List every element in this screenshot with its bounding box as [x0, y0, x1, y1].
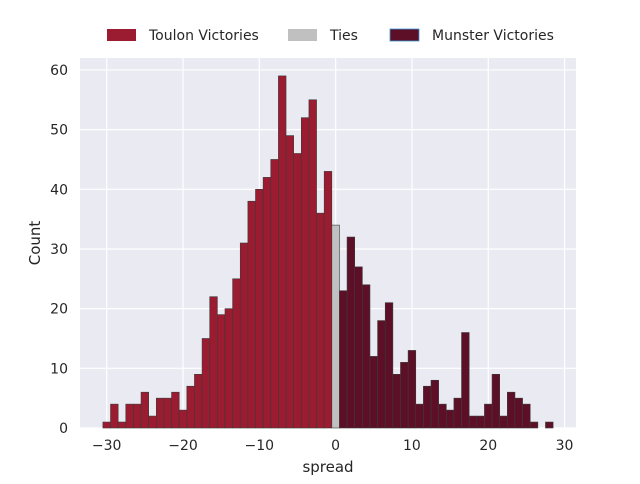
bar-series-0-x-29: [110, 403, 119, 429]
bar-series-0-x-25: [140, 391, 149, 429]
bar-series-0-x-18: [194, 373, 203, 429]
bar-series-0-x-8: [270, 159, 279, 429]
bar-series-2-x7: [384, 302, 394, 429]
bar-series-2-x18: [468, 415, 478, 429]
bar-series-2-x24: [514, 397, 523, 429]
y-tick-label: 50: [50, 123, 68, 139]
y-tick-label: 30: [50, 242, 68, 258]
bar-series-2-x13: [430, 379, 439, 429]
bar-series-2-x28: [545, 421, 554, 429]
y-tick-label: 60: [50, 63, 68, 79]
legend-swatch: [389, 28, 420, 42]
bar-series-0-x-14: [224, 308, 233, 429]
bar-series-0-x-5: [293, 153, 302, 429]
bar-series-2-x1: [339, 290, 348, 429]
legend-swatch: [288, 29, 317, 41]
bar-series-1-x0: [331, 224, 340, 429]
bar-series-0-x-10: [255, 188, 264, 429]
bar-series-2-x17: [461, 332, 470, 429]
x-tick-label: 0: [331, 438, 340, 454]
legend: Toulon Victories Ties Munster Victories: [107, 28, 554, 44]
bar-series-2-x15: [445, 409, 455, 429]
legend-label: Ties: [329, 28, 358, 44]
bars: [102, 75, 554, 429]
bar-series-2-x2: [346, 236, 356, 429]
bar-series-2-x25: [522, 403, 531, 429]
x-tick-label: 30: [556, 438, 574, 454]
bar-series-2-x12: [423, 385, 432, 429]
y-tick-label: 0: [59, 421, 68, 437]
bar-series-2-x4: [362, 284, 371, 429]
y-tick-label: 40: [50, 182, 68, 198]
bar-series-0-x-4: [300, 117, 310, 429]
bar-series-2-x21: [491, 373, 500, 429]
bar-series-0-x-26: [133, 403, 142, 429]
bar-series-2-x11: [415, 403, 424, 429]
bar-series-2-x20: [484, 403, 493, 429]
bar-series-2-x26: [529, 421, 539, 429]
bar-series-2-x9: [400, 362, 409, 429]
bar-series-0-x-22: [163, 397, 172, 429]
bar-series-2-x6: [377, 320, 386, 429]
bar-series-2-x3: [354, 266, 363, 429]
bar-series-0-x-17: [201, 338, 211, 429]
bar-series-0-x-20: [178, 409, 188, 429]
bar-series-0-x-19: [186, 385, 195, 429]
y-axis-label: Count: [26, 221, 44, 266]
x-tick-label: −20: [168, 438, 198, 454]
bar-series-0-x-27: [125, 403, 134, 429]
bar-series-2-x19: [476, 415, 485, 429]
x-axis-label: spread: [302, 458, 353, 476]
bar-series-2-x5: [369, 356, 378, 429]
bar-series-2-x23: [507, 391, 516, 429]
x-tick-label: 10: [403, 438, 421, 454]
legend-label: Munster Victories: [432, 28, 554, 44]
bar-series-2-x22: [499, 415, 508, 429]
bar-series-0-x-23: [156, 397, 165, 429]
y-axis-ticks: 0 10 20 30 40 50 60: [50, 63, 68, 437]
bar-series-0-x-21: [171, 391, 180, 429]
bar-series-0-x-11: [247, 200, 256, 429]
bar-series-0-x-30: [102, 421, 111, 429]
bar-series-0-x-28: [117, 421, 127, 429]
bar-series-2-x16: [453, 397, 462, 429]
bar-series-0-x-2: [316, 212, 325, 429]
bar-series-0-x-12: [239, 242, 249, 429]
x-tick-label: 20: [479, 438, 497, 454]
bar-series-0-x-6: [285, 135, 294, 429]
bar-series-0-x-7: [278, 75, 287, 429]
bar-series-0-x-3: [308, 99, 317, 429]
y-tick-label: 20: [50, 302, 68, 318]
bar-series-2-x10: [407, 350, 417, 429]
x-axis-ticks: −30 −20 −10 0 10 20 30: [92, 438, 574, 454]
legend-swatch: [107, 29, 136, 41]
x-tick-label: −30: [92, 438, 122, 454]
bar-series-0-x-13: [232, 278, 241, 429]
bar-series-2-x14: [438, 403, 447, 429]
y-tick-label: 10: [50, 361, 68, 377]
bar-series-0-x-24: [148, 415, 157, 429]
bar-series-0-x-9: [262, 177, 272, 429]
x-tick-label: −10: [245, 438, 275, 454]
bar-series-0-x-1: [323, 171, 333, 429]
bar-series-0-x-16: [209, 296, 218, 429]
legend-label: Toulon Victories: [148, 28, 259, 44]
bar-series-0-x-15: [217, 314, 226, 429]
bar-series-2-x8: [392, 373, 401, 429]
